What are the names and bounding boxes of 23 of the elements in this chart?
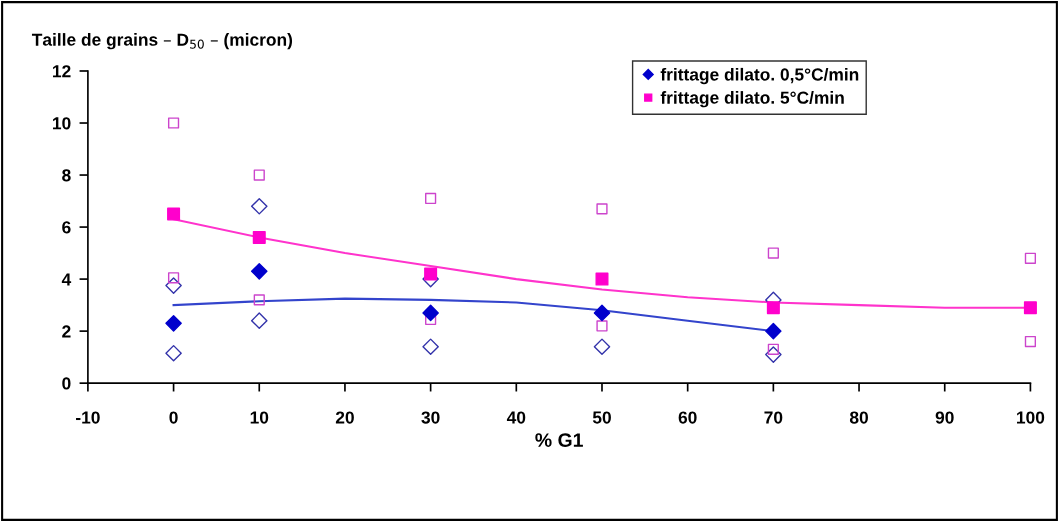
x-tick-label: 50 bbox=[592, 411, 611, 424]
y-tick-label: 12 bbox=[53, 65, 71, 78]
x-tick-label: 30 bbox=[421, 411, 440, 424]
chart-title: Taille de grains – D$_{50}$ – (micron) bbox=[31, 33, 293, 50]
legend-label: frittage dilato. 0,5°C/min bbox=[660, 67, 859, 85]
x-tick-label: -10 bbox=[76, 411, 100, 424]
y-tick-label: 10 bbox=[53, 117, 71, 130]
x-tick-label: 90 bbox=[935, 411, 954, 424]
y-tick-label: 0 bbox=[62, 377, 71, 390]
x-tick-label: 40 bbox=[506, 411, 526, 424]
y-tick-label: 2 bbox=[62, 325, 71, 338]
y-tick-label: 8 bbox=[62, 169, 71, 182]
x-tick-label: 70 bbox=[764, 411, 783, 424]
x-tick-label: 60 bbox=[678, 411, 697, 424]
x-tick-label: 10 bbox=[250, 411, 269, 424]
x-tick-label: 80 bbox=[849, 411, 868, 424]
y-tick-label: 6 bbox=[62, 221, 71, 234]
y-tick-label: 4 bbox=[61, 273, 72, 286]
x-tick-label: 100 bbox=[1017, 411, 1045, 424]
x-tick-label: 20 bbox=[335, 411, 354, 424]
x-tick-label: 0 bbox=[169, 411, 178, 424]
x-axis-title: % G1 bbox=[535, 433, 583, 447]
legend-label: frittage dilato. 5°C/min bbox=[660, 91, 844, 108]
